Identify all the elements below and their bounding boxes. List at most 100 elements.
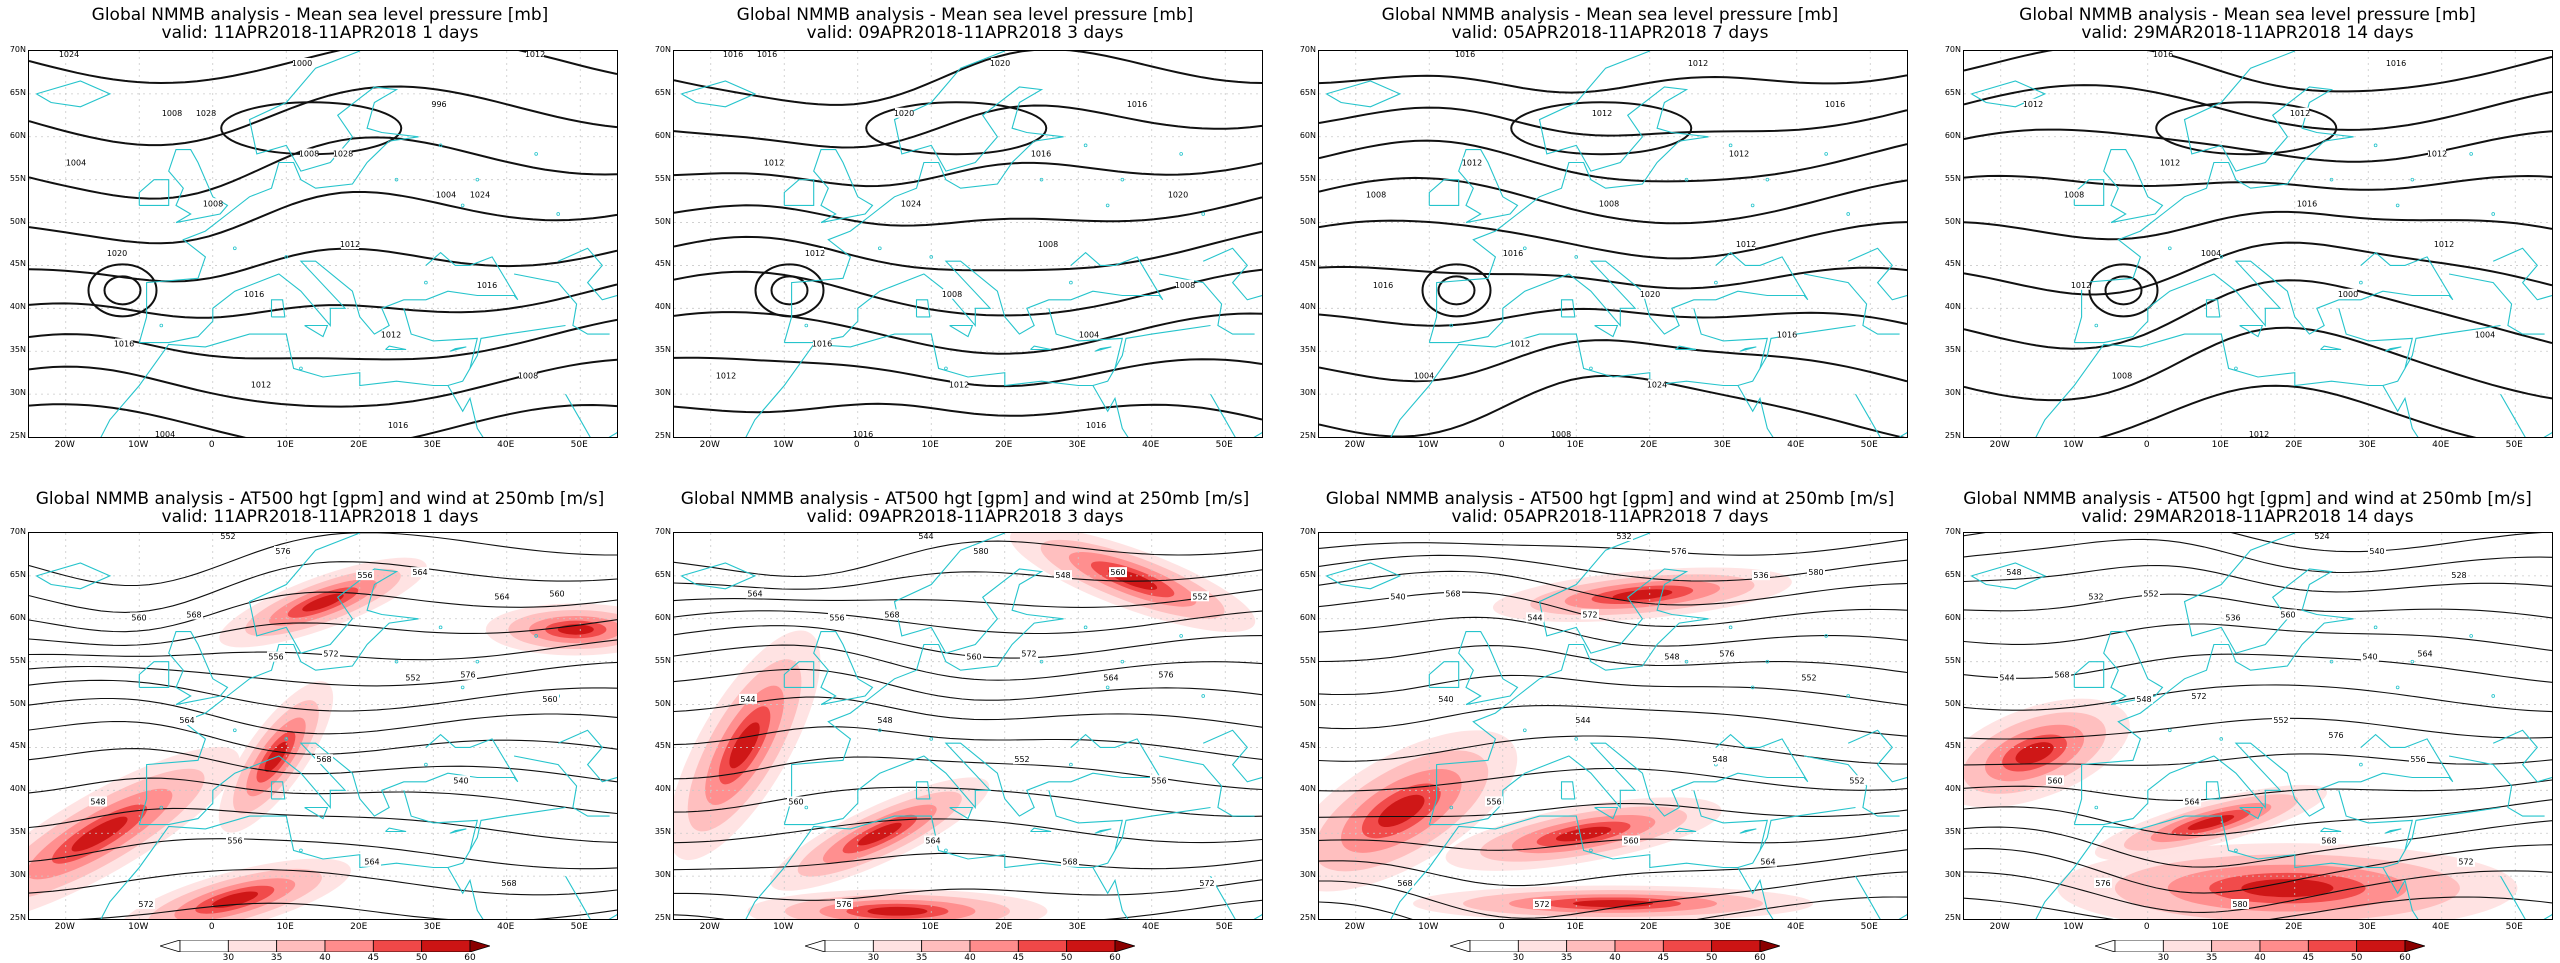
lon-tick-label: 20W: [1344, 922, 1365, 932]
z500-panel-7days: Global NMMB analysis - AT500 hgt [gpm] a…: [1290, 484, 1930, 963]
panel-title: Global NMMB analysis - AT500 hgt [gpm] a…: [35, 489, 605, 509]
lat-tick-label: 30N: [1299, 870, 1316, 880]
contour-label: 548: [2006, 568, 2021, 577]
contour-labels: 552 556 564 560 556 552 560 564 568 540 548 556 564 5…: [89, 533, 566, 909]
contour-label: 568: [316, 755, 331, 764]
contour-label: 580: [973, 547, 988, 556]
panel-title: Global NMMB analysis - Mean sea level pr…: [1381, 5, 1839, 25]
contour-label: 556: [1486, 797, 1501, 806]
lat-tick-label: 45N: [654, 259, 671, 269]
lon-tick-label: 20W: [699, 440, 720, 450]
lon-tick-label: 20E: [1640, 440, 1658, 450]
lon-tick-label: 10E: [276, 440, 294, 450]
contour-label: 1008: [942, 290, 962, 299]
colorbar-tick-label: 40: [964, 953, 976, 963]
contour-label: 1008: [2112, 371, 2132, 380]
lat-tick-label: 25N: [1299, 431, 1316, 440]
contour-label: 572: [1582, 610, 1597, 619]
lon-tick-label: 50E: [2505, 440, 2523, 450]
lon-tick-label: 20E: [2285, 922, 2303, 932]
contour-label: 572: [1534, 900, 1549, 909]
contour-label: 564: [1760, 858, 1775, 867]
map-svg: 1016 1012 1012 1008 1004 1000 1004 1008 1012 1016…: [1964, 51, 2552, 437]
lon-tick-label: 20W: [1989, 440, 2010, 450]
lon-tick-label: 10E: [1566, 922, 1584, 932]
lon-tick-label: 50E: [570, 440, 588, 450]
lat-tick-label: 25N: [9, 431, 26, 440]
lon-tick-label: 50E: [1215, 922, 1233, 932]
lat-tick-label: 50N: [654, 698, 671, 708]
lat-tick-label: 70N: [654, 527, 671, 536]
contour-label: 560: [788, 797, 803, 806]
coastlines: [36, 51, 617, 437]
lat-tick-label: 60N: [9, 612, 26, 622]
mslp-map[interactable]: 1016 1012 1012 1008 1004 1000 1004 1008 1012 1016…: [1963, 50, 2553, 438]
contour-label: 552: [1192, 592, 1207, 601]
wind-shading: [674, 533, 1256, 919]
lon-tick-label: 10W: [2063, 440, 2084, 450]
lon-tick-label: 30E: [2358, 440, 2376, 450]
panel-valid: valid: 09APR2018-11APR2018 3 days: [806, 507, 1124, 527]
contour-label: 540: [1438, 695, 1453, 704]
contour-label: 1016: [1031, 150, 1051, 159]
colorbar-tick-label: 35: [2205, 953, 2218, 963]
lon-tick-label: 20E: [350, 922, 368, 932]
contour-label: 1020: [894, 109, 914, 118]
contour-label: 532: [2088, 592, 2103, 601]
lat-tick-label: 30N: [654, 388, 671, 398]
colorbar-swatch: [2259, 940, 2309, 952]
lat-tick-label: 30N: [9, 388, 26, 398]
contour-label: 1020: [107, 249, 127, 258]
contour-labels: 544 548 552 556 560 564 544 548 552 556 560 564 568 5…: [739, 533, 1216, 909]
lat-tick-label: 50N: [1299, 698, 1316, 708]
lon-tick-label: 0: [208, 922, 215, 932]
colorbar-tick-label: 30: [222, 953, 235, 963]
z500-map[interactable]: 532 536 540 544 548 552 540 544 548 552 556 560 564 5…: [1318, 532, 1908, 920]
z500-map[interactable]: 544 548 552 556 560 564 544 548 552 556 560 564 568 5…: [673, 532, 1263, 920]
colorbar-swatch: [2356, 940, 2406, 952]
colorbar-tick-label: 60: [1754, 953, 1766, 963]
mslp-map[interactable]: 1024 1028 1028 1024 1020 1016 1012 1008 1004 1000…: [28, 50, 618, 438]
contour-label: 1016: [2297, 199, 2317, 208]
contour-label: 560: [549, 589, 564, 598]
lon-tick-label: 40E: [1142, 440, 1160, 450]
contour-label: 1012: [2023, 100, 2043, 109]
contour-label: 580: [1808, 568, 1823, 577]
lat-tick-label: 25N: [654, 431, 671, 440]
contour-label: 1012: [764, 159, 784, 168]
contour-label: 1012: [2434, 240, 2454, 249]
contour-label: 576: [460, 671, 475, 680]
mslp-map[interactable]: 1016 1020 1016 1020 1012 1008 1004 1012 1016 1020…: [673, 50, 1263, 438]
contour-label: 532: [1616, 533, 1631, 541]
lon-tick-label: 0: [2143, 922, 2150, 932]
contour-label: 568: [1445, 589, 1460, 598]
lat-tick-label: 55N: [1944, 655, 1961, 665]
lat-tick-label: 70N: [1944, 527, 1961, 536]
lat-tick-label: 55N: [1299, 173, 1316, 183]
contour-label: 1020: [990, 59, 1010, 68]
contour-label: 1012: [949, 380, 969, 389]
contour-label: 548: [2136, 695, 2151, 704]
lat-tick-label: 25N: [9, 913, 26, 922]
lat-tick-label: 50N: [654, 216, 671, 226]
contour-label: 1012: [716, 371, 736, 380]
lat-tick-label: 55N: [654, 173, 671, 183]
lon-tick-label: 40E: [497, 440, 515, 450]
lat-tick-label: 45N: [9, 741, 26, 751]
contour-label: 1024: [59, 51, 79, 59]
contour-label: 576: [1158, 671, 1173, 680]
colorbar-swatch: [872, 940, 923, 952]
z500-map[interactable]: 552 556 564 560 556 552 560 564 568 540 548 556 564 5…: [28, 532, 618, 920]
lon-tick-label: 10E: [1566, 440, 1584, 450]
z500-map[interactable]: 524 528 532 536 540 544 548 552 556 560 564 568 572 5…: [1963, 532, 2553, 920]
contour-label: 1016: [1373, 281, 1393, 290]
contour-label: 580: [2232, 900, 2247, 909]
lon-tick-label: 30E: [1068, 440, 1086, 450]
contour-label: 560: [131, 613, 146, 622]
contour-label: 572: [2458, 858, 2473, 867]
map-svg: 1016 1012 1012 1008 1016 1020 1016 1004 1008 1012…: [1319, 51, 1907, 437]
mslp-map[interactable]: 1016 1012 1012 1008 1016 1020 1016 1004 1008 1012…: [1318, 50, 1908, 438]
colorbar-tick-label: 30: [1512, 953, 1525, 963]
lat-tick-label: 70N: [1944, 45, 1961, 54]
contour-label: 524: [2314, 533, 2329, 541]
